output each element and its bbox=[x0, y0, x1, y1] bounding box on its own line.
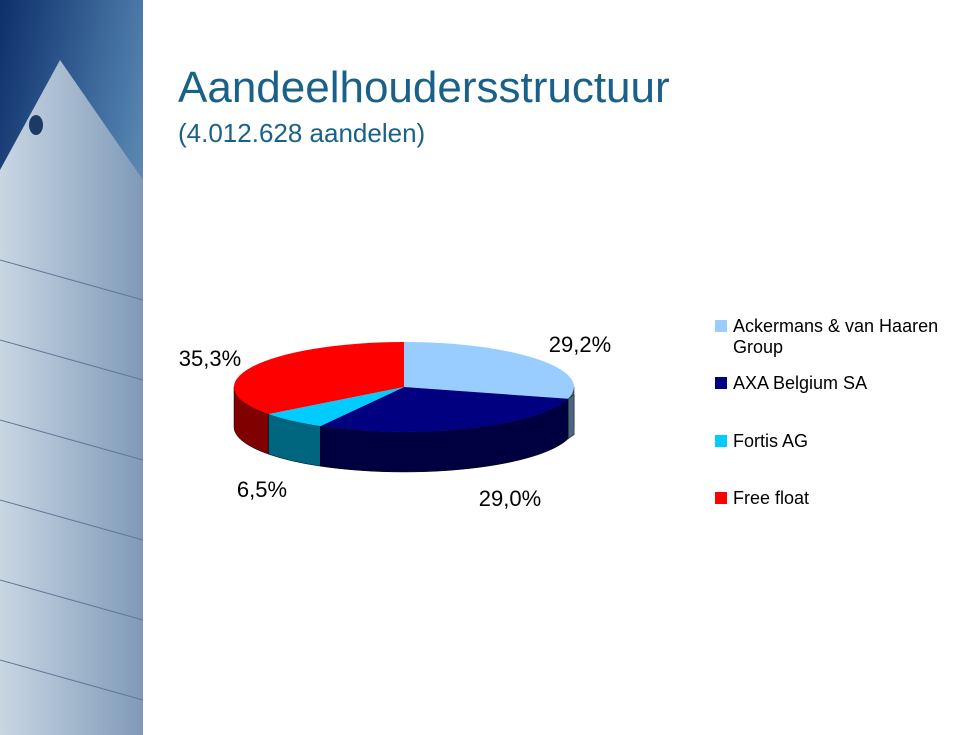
chart-subtitle: (4.012.628 aandelen) bbox=[178, 118, 425, 148]
legend-swatch bbox=[715, 377, 727, 389]
data-label: 29,0% bbox=[479, 486, 541, 511]
legend-label: Free float bbox=[733, 488, 810, 508]
chart-title: Aandeelhoudersstructuur bbox=[178, 63, 670, 112]
data-label: 6,5% bbox=[237, 477, 287, 502]
pie-slice bbox=[320, 387, 569, 432]
legend-swatch bbox=[715, 492, 727, 504]
legend-label: AXA Belgium SA bbox=[733, 373, 868, 393]
pie-slice bbox=[404, 342, 574, 399]
data-label: 35,3% bbox=[179, 346, 241, 371]
legend-swatch bbox=[715, 320, 727, 332]
background-photo bbox=[0, 0, 144, 735]
legend-label: Ackermans & van Haaren Group bbox=[733, 316, 939, 357]
pie-slice bbox=[234, 342, 404, 415]
pie-slice bbox=[268, 387, 404, 427]
pie-slice-edge bbox=[567, 394, 575, 440]
data-label: 29,2% bbox=[549, 332, 611, 357]
legend-swatch bbox=[715, 435, 727, 447]
legend-label: Fortis AG bbox=[733, 431, 809, 451]
